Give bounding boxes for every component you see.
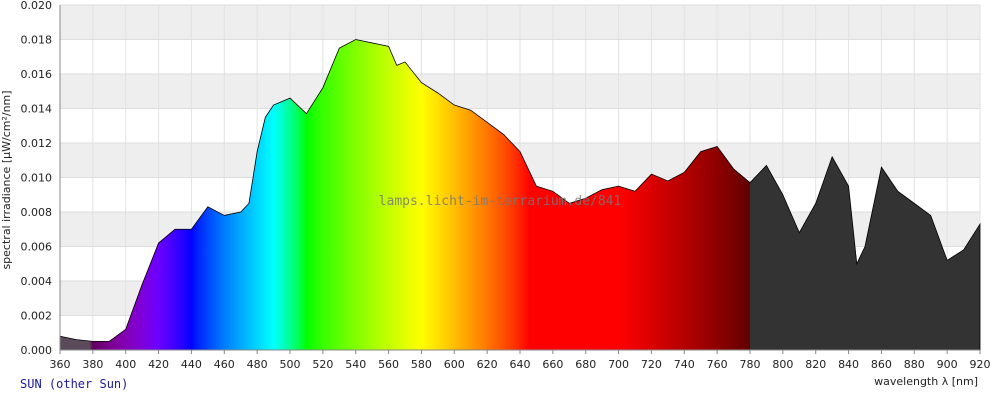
x-tick-label: 820 [805,358,826,371]
x-tick-label: 800 [772,358,793,371]
y-tick-label: 0.016 [21,68,53,81]
x-tick-label: 660 [542,358,563,371]
x-tick-label: 560 [378,358,399,371]
x-tick-label: 760 [707,358,728,371]
y-tick-label: 0.020 [21,0,53,12]
x-tick-label: 640 [510,358,531,371]
x-tick-label: 360 [50,358,71,371]
y-tick-label: 0.010 [21,172,53,185]
y-tick-label: 0.000 [21,344,53,357]
x-axis-label: wavelength λ [nm] [874,375,978,388]
y-tick-label: 0.006 [21,241,53,254]
y-tick-label: 0.008 [21,206,53,219]
x-tick-label: 460 [214,358,235,371]
x-tick-label: 780 [740,358,761,371]
y-tick-label: 0.002 [21,310,53,323]
x-tick-label: 420 [148,358,169,371]
x-tick-label: 540 [345,358,366,371]
x-tick-label: 720 [641,358,662,371]
x-tick-label: 600 [444,358,465,371]
x-tick-label: 480 [247,358,268,371]
x-tick-label: 380 [82,358,103,371]
x-tick-label: 580 [411,358,432,371]
x-tick-label: 520 [312,358,333,371]
x-tick-label: 920 [970,358,991,371]
y-tick-label: 0.014 [21,103,53,116]
watermark: lamps.licht-im-terrarium.de/841 [379,194,622,209]
x-tick-label: 620 [477,358,498,371]
spectrum-area [59,39,981,351]
x-tick-label: 740 [674,358,695,371]
y-axis-label: spectral irradiance [µW/cm²/nm] [0,90,13,269]
legend-entry: SUN (other Sun) [20,377,128,391]
x-tick-label: 680 [575,358,596,371]
y-tick-label: 0.004 [21,275,53,288]
x-tick-label: 880 [904,358,925,371]
y-tick-label: 0.012 [21,137,53,150]
x-tick-label: 400 [115,358,136,371]
x-tick-label: 700 [608,358,629,371]
y-tick-label: 0.018 [21,34,53,47]
x-tick-label: 840 [838,358,859,371]
x-tick-label: 440 [181,358,202,371]
x-tick-label: 900 [937,358,958,371]
x-tick-label: 860 [871,358,892,371]
x-tick-label: 500 [280,358,301,371]
